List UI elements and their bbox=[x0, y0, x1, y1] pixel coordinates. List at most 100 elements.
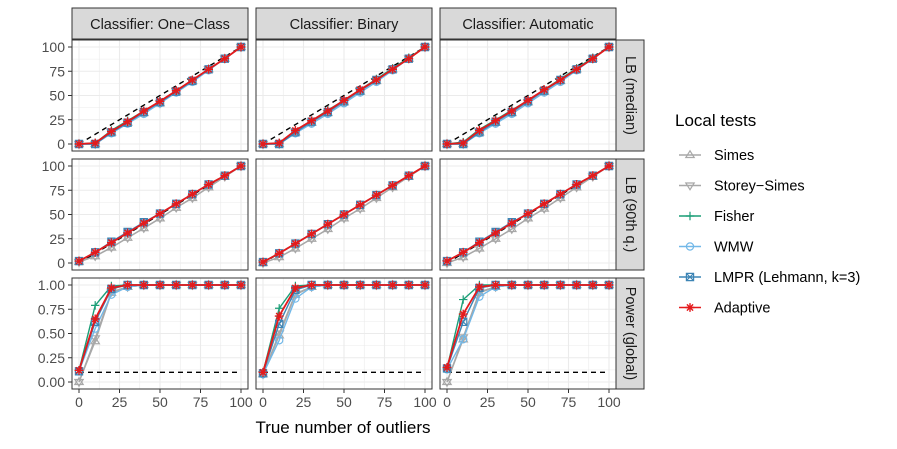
data-point bbox=[73, 376, 85, 386]
data-point bbox=[459, 335, 468, 344]
data-point bbox=[556, 75, 565, 85]
data-point bbox=[604, 161, 614, 171]
x-tick-label: 0 bbox=[75, 394, 83, 410]
data-point bbox=[355, 85, 365, 95]
data-point bbox=[604, 42, 614, 52]
data-point bbox=[491, 228, 500, 238]
data-point bbox=[220, 54, 230, 64]
data-point bbox=[107, 283, 116, 293]
data-point bbox=[442, 139, 452, 149]
y-tick-label: 100 bbox=[42, 158, 66, 174]
data-point bbox=[188, 75, 197, 85]
data-point bbox=[274, 248, 284, 258]
legend: Local tests Simes Storey−Simes Fisher WMW LM… bbox=[675, 111, 860, 317]
data-point bbox=[155, 96, 165, 106]
data-point bbox=[323, 280, 333, 290]
data-point bbox=[442, 363, 452, 372]
panel-r3-c3: 0 25 50 75 100 bbox=[439, 277, 621, 410]
data-point bbox=[91, 301, 100, 310]
data-point bbox=[372, 75, 381, 85]
data-point bbox=[291, 126, 300, 135]
x-tick-label: 100 bbox=[597, 394, 621, 410]
data-point bbox=[236, 161, 246, 171]
data-point bbox=[291, 283, 300, 293]
x-tick-label: 50 bbox=[520, 394, 536, 410]
strip-col-1: Classifier: One−Class bbox=[71, 7, 249, 40]
data-point bbox=[258, 367, 268, 377]
reference-line bbox=[446, 46, 610, 145]
legend-entry-lmpr-lehmann-k-3: LMPR (Lehmann, k=3) bbox=[679, 270, 860, 286]
strip-col-label: Classifier: One−Class bbox=[90, 17, 230, 33]
y-tick-label: 0.50 bbox=[38, 326, 65, 342]
gridlines bbox=[440, 159, 616, 270]
panels-layer: 0 25 50 75 100 0 25 50 75 100 0.00 0.25 0.50 0.75 1.00… bbox=[38, 39, 621, 410]
data-point bbox=[507, 218, 517, 228]
data-point bbox=[89, 335, 101, 345]
x-tick-label: 75 bbox=[377, 394, 393, 410]
y-tick-label: 25 bbox=[49, 112, 65, 128]
data-point bbox=[523, 209, 533, 218]
reference-line bbox=[78, 46, 242, 145]
data-point bbox=[220, 171, 230, 181]
legend-entry-simes: Simes bbox=[679, 148, 754, 164]
data-point bbox=[139, 218, 149, 228]
y-tick-label: 0 bbox=[57, 136, 65, 152]
legend-label: LMPR (Lehmann, k=3) bbox=[714, 270, 860, 286]
panel-r2-c2 bbox=[255, 158, 433, 271]
y-tick-label: 100 bbox=[42, 39, 66, 55]
data-point bbox=[274, 138, 284, 148]
legend-key-marker bbox=[684, 149, 696, 159]
data-point bbox=[459, 295, 468, 304]
data-point bbox=[275, 304, 284, 313]
data-point bbox=[339, 280, 349, 290]
data-point bbox=[507, 280, 517, 290]
x-axis-label: True number of outliers bbox=[255, 418, 430, 437]
data-point bbox=[388, 181, 397, 190]
gridlines bbox=[72, 40, 248, 151]
strip-col-label: Classifier: Binary bbox=[290, 17, 400, 33]
data-point bbox=[275, 336, 284, 345]
data-point bbox=[204, 64, 213, 74]
data-point bbox=[355, 200, 365, 210]
legend-key-marker bbox=[684, 182, 696, 191]
gridlines bbox=[256, 278, 432, 389]
strip-col-bg bbox=[255, 7, 433, 40]
data-point bbox=[339, 210, 349, 219]
legend-key-marker bbox=[685, 242, 695, 251]
data-point bbox=[523, 95, 533, 105]
data-point bbox=[556, 280, 565, 290]
panel-r3-c2: 0 25 50 75 100 bbox=[255, 277, 437, 410]
data-point bbox=[123, 280, 132, 290]
data-point bbox=[556, 189, 565, 199]
data-point bbox=[420, 161, 430, 171]
data-point bbox=[404, 54, 414, 64]
panel-border bbox=[255, 158, 433, 271]
data-point bbox=[441, 378, 453, 388]
data-point bbox=[420, 280, 430, 290]
series-adaptive bbox=[258, 161, 430, 267]
data-point bbox=[457, 334, 469, 343]
x-axis: 0 25 50 75 100 bbox=[259, 389, 437, 410]
data-point bbox=[588, 280, 598, 290]
y-tick-label: 0.25 bbox=[38, 350, 65, 366]
strip-col-label: Classifier: Automatic bbox=[462, 17, 593, 33]
y-tick-label: 0.75 bbox=[38, 301, 65, 317]
data-point bbox=[123, 228, 132, 238]
data-point bbox=[491, 280, 500, 290]
data-point bbox=[475, 238, 484, 248]
data-point bbox=[404, 171, 414, 181]
data-point bbox=[404, 280, 414, 290]
data-point bbox=[90, 247, 100, 257]
data-point bbox=[89, 335, 101, 344]
strip-col-2: Classifier: Binary bbox=[255, 7, 433, 40]
y-tick-label: 50 bbox=[49, 207, 65, 223]
strip-row-bg bbox=[615, 158, 645, 271]
data-point bbox=[572, 280, 581, 290]
x-tick-label: 50 bbox=[152, 394, 168, 410]
data-point bbox=[107, 238, 116, 248]
data-point bbox=[90, 138, 100, 148]
data-point bbox=[204, 280, 213, 290]
data-point bbox=[236, 280, 246, 290]
panel-r1-c3 bbox=[439, 39, 617, 152]
